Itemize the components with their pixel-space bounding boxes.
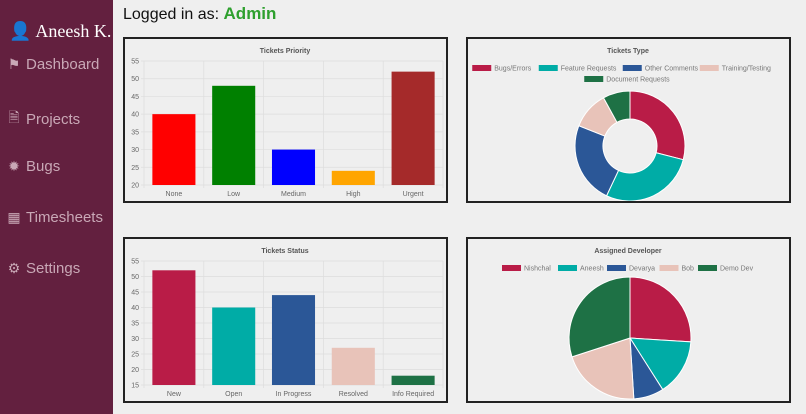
bug-icon: ✹ — [8, 158, 20, 174]
legend-label: Aneesh — [580, 266, 604, 273]
calendar-icon: ▦ — [7, 209, 21, 225]
bar-in-progress — [271, 295, 316, 385]
legend-label: Training/Testing — [722, 66, 771, 73]
chart-title: Tickets Status — [261, 248, 308, 255]
sidebar-item-settings[interactable]: ⚙ Settings — [6, 260, 80, 277]
chart-0: Tickets Priority 20 25 30 35 40 45 50 55 None Low M… — [131, 48, 444, 198]
chart-3: Assigned Developer Nishchal Aneesh Devarya B… — [502, 248, 754, 400]
user-name: 👤 Aneesh K. — [9, 21, 111, 42]
legend-swatch — [622, 65, 642, 71]
y-tick-label: 30 — [131, 147, 139, 154]
legend-swatch — [502, 265, 521, 271]
legend-swatch — [584, 76, 604, 82]
bar-low — [212, 85, 256, 185]
tickets-status-card: Tickets Status 15 20 25 30 35 40 45 50 55 New Open I… — [123, 237, 448, 403]
x-tick-label: Low — [227, 191, 241, 198]
y-tick-label: 25 — [131, 165, 139, 172]
bar-info-required — [391, 375, 435, 385]
chart-title: Tickets Type — [607, 48, 649, 55]
bar-none — [152, 114, 196, 185]
x-tick-label: High — [346, 191, 361, 198]
legend-swatch — [699, 65, 719, 71]
x-tick-label: None — [166, 191, 183, 198]
y-tick-label: 15 — [131, 383, 139, 390]
flag-icon: ⚑ — [7, 56, 21, 72]
y-tick-label: 20 — [131, 183, 139, 190]
sidebar-item-bugs[interactable]: ✹ Bugs — [6, 158, 60, 175]
y-tick-label: 45 — [131, 290, 139, 297]
nav-label: Bugs — [26, 158, 61, 175]
gear-icon: ⚙ — [7, 260, 21, 276]
bar-medium — [271, 149, 316, 185]
bar-urgent — [391, 71, 435, 185]
chart-2: Tickets Status 15 20 25 30 35 40 45 50 55 New Open I… — [131, 248, 444, 398]
legend-label: Document Requests — [606, 77, 670, 84]
slice-other-comments — [574, 125, 620, 197]
nav-label: Timesheets — [26, 209, 103, 226]
slice-bugs-errors — [629, 90, 686, 161]
bar-open — [212, 307, 256, 385]
slice-document-requests — [602, 90, 631, 124]
slice-aneesh — [629, 337, 692, 391]
y-tick-label: 30 — [131, 336, 139, 343]
x-tick-label: Medium — [281, 191, 306, 198]
y-tick-label: 45 — [131, 94, 139, 101]
sidebar-item-dashboard[interactable]: ⚑ Dashboard — [6, 56, 100, 73]
x-tick-label: In Progress — [276, 391, 312, 398]
y-tick-label: 55 — [131, 59, 139, 66]
nav-label: Dashboard — [26, 56, 100, 73]
sidebar: 👤 Aneesh K. ⚑ Dashboard 🗎 Projects ✹ Bugs ▦ T… — [0, 0, 113, 414]
y-tick-label: 50 — [131, 274, 139, 281]
sidebar-item-projects[interactable]: 🗎 Projects — [6, 107, 80, 131]
legend-swatch — [472, 65, 492, 71]
tickets-type-card: Tickets Type Bugs/Errors Feature Requests O… — [466, 37, 791, 203]
x-tick-label: New — [167, 391, 182, 398]
nav-label: Projects — [26, 110, 81, 128]
legend-label: Nishchal — [524, 266, 551, 273]
legend-label: Other Comments — [645, 66, 699, 73]
y-tick-label: 50 — [131, 76, 139, 83]
tickets-priority-card: Tickets Priority 20 25 30 35 40 45 50 55 None Low M… — [123, 37, 448, 203]
legend-swatch — [659, 265, 679, 271]
chart-title: Assigned Developer — [594, 248, 662, 255]
y-tick-label: 55 — [131, 259, 139, 266]
login-status: Logged in as: Admin — [123, 4, 276, 24]
file-code-icon: 🗎 — [8, 109, 20, 125]
assigned-developer-card: Assigned Developer Nishchal Aneesh Devarya B… — [466, 237, 791, 403]
y-tick-label: 40 — [131, 112, 139, 119]
slice-feature-requests — [605, 152, 684, 201]
y-tick-label: 35 — [131, 321, 139, 328]
slice-bob — [571, 337, 635, 400]
user-label: Aneesh K. — [35, 21, 112, 41]
y-tick-label: 25 — [131, 352, 139, 359]
legend-label: Bob — [682, 266, 695, 273]
slice-nishchal — [629, 276, 692, 343]
y-tick-label: 35 — [131, 129, 139, 136]
x-tick-label: Open — [225, 391, 242, 398]
user-role: Admin — [223, 4, 277, 23]
bar-new — [152, 270, 196, 385]
x-tick-label: Info Required — [392, 391, 434, 398]
legend-label: Feature Requests — [561, 66, 617, 73]
chart-title: Tickets Priority — [260, 48, 311, 55]
legend-swatch — [558, 265, 577, 271]
chart-1: Tickets Type Bugs/Errors Feature Requests O… — [472, 48, 771, 201]
legend-swatch — [538, 65, 558, 71]
sidebar-item-timesheets[interactable]: ▦ Timesheets — [6, 209, 103, 226]
slice-demo-dev — [568, 276, 631, 358]
bar-high — [331, 170, 375, 185]
legend-label: Demo Dev — [720, 266, 754, 273]
x-tick-label: Resolved — [339, 391, 368, 398]
y-tick-label: 20 — [131, 367, 139, 374]
x-tick-label: Urgent — [403, 191, 424, 198]
legend-swatch — [698, 265, 717, 271]
legend-swatch — [607, 265, 626, 271]
user-icon: 👤 — [9, 21, 32, 41]
legend-label: Devarya — [629, 266, 655, 273]
y-tick-label: 40 — [131, 305, 139, 312]
legend-label: Bugs/Errors — [494, 66, 531, 73]
login-prefix: Logged in as: — [123, 6, 220, 23]
bar-resolved — [331, 347, 375, 385]
nav-label: Settings — [26, 260, 81, 277]
